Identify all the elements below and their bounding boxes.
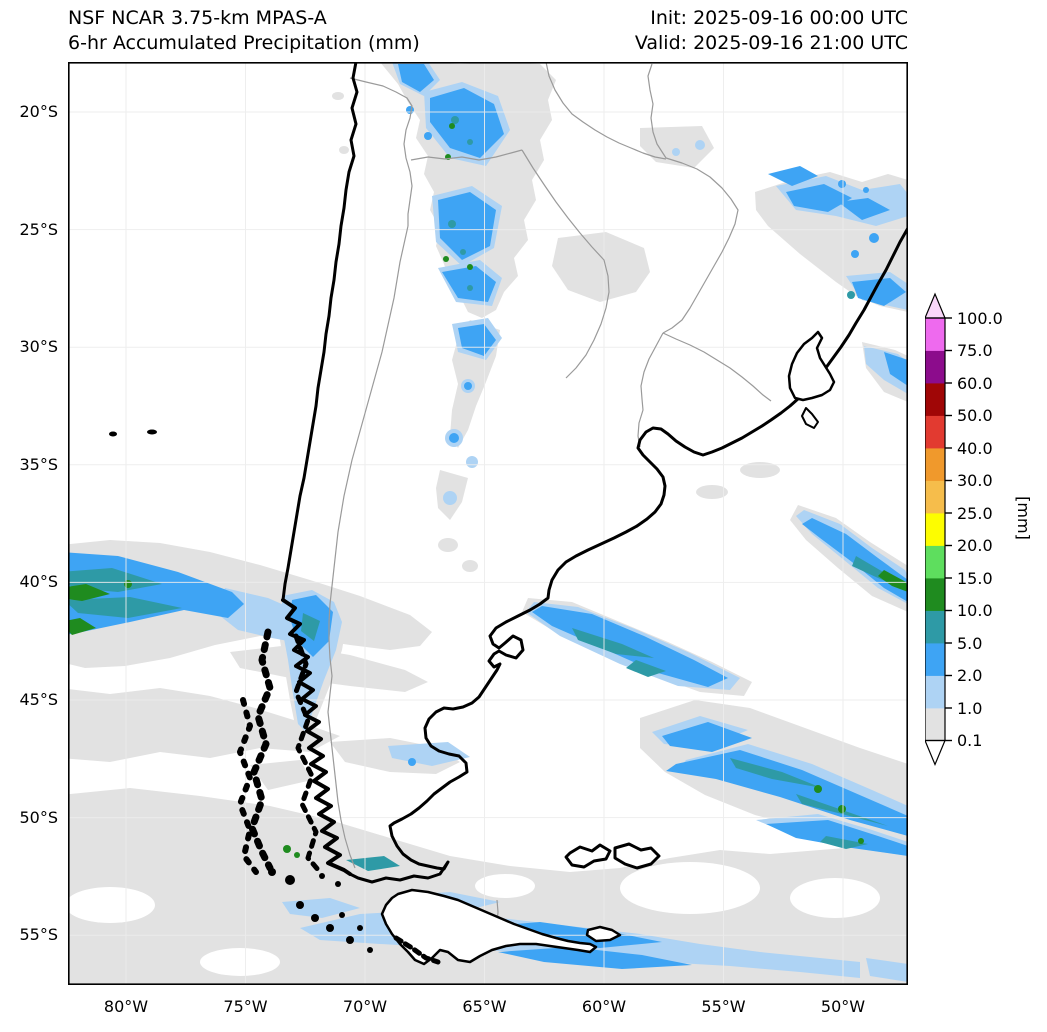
precipitation-map [68, 62, 908, 985]
y-tick-label: 55°S [19, 925, 58, 945]
precip-holes [68, 862, 880, 976]
y-tick-label: 40°S [19, 572, 58, 592]
x-tick-label: 65°W [462, 997, 507, 1016]
y-tick-label: 30°S [19, 337, 58, 357]
colorbar-unit-label: [mm] [1014, 496, 1033, 540]
x-tick-label: 50°W [820, 997, 866, 1016]
x-tick-label: 60°W [581, 997, 627, 1016]
y-tick-label: 35°S [19, 454, 58, 474]
colorbar-level-label: 60.0 [957, 373, 993, 393]
valid-time: Valid: 2025-09-16 21:00 UTC [634, 32, 908, 54]
colorbar-level-label: 10.0 [957, 601, 993, 620]
colorbar-level-label: 5.0 [957, 633, 983, 653]
y-tick-label: 50°S [19, 807, 58, 827]
model-title: NSF NCAR 3.75-km MPAS-A [68, 7, 327, 29]
run-times: Init: 2025-09-16 00:00 UTC Valid: 2025-0… [635, 6, 908, 56]
init-time: Init: 2025-09-16 00:00 UTC [650, 7, 908, 29]
precip-intense-layer [68, 123, 908, 858]
colorbar-level-label: 100.0 [957, 308, 1003, 328]
x-tick-label: 75°W [223, 997, 268, 1016]
colorbar-svg [925, 292, 952, 767]
colorbar-level-label: 40.0 [957, 438, 993, 458]
colorbar-level-label: 50.0 [957, 406, 993, 425]
colorbar-level-label: 20.0 [957, 536, 993, 555]
colorbar-level-label: 15.0 [957, 568, 993, 588]
y-tick-label: 45°S [19, 690, 58, 709]
colorbar-level-label: 0.1 [957, 731, 983, 750]
colorbar-level-label: 1.0 [957, 698, 983, 718]
country-borders [327, 62, 772, 937]
coastline [237, 62, 908, 966]
small-islands [109, 429, 373, 953]
y-tick-label: 25°S [19, 219, 58, 239]
product-title: 6-hr Accumulated Precipitation (mm) [68, 32, 420, 54]
colorbar-level-label: 2.0 [957, 666, 983, 685]
x-tick-label: 70°W [342, 997, 388, 1016]
figure-title: NSF NCAR 3.75-km MPAS-A 6-hr Accumulated… [68, 6, 420, 56]
x-tick-label: 55°W [701, 997, 746, 1016]
colorbar-level-label: 25.0 [957, 503, 993, 523]
colorbar-level-label: 30.0 [957, 471, 993, 490]
colorbar-level-label: 75.0 [957, 341, 993, 360]
x-tick-label: 80°W [103, 997, 149, 1016]
graticule [68, 62, 908, 985]
colorbar [925, 290, 985, 771]
map-frame [68, 62, 908, 985]
y-tick-label: 20°S [19, 102, 58, 121]
